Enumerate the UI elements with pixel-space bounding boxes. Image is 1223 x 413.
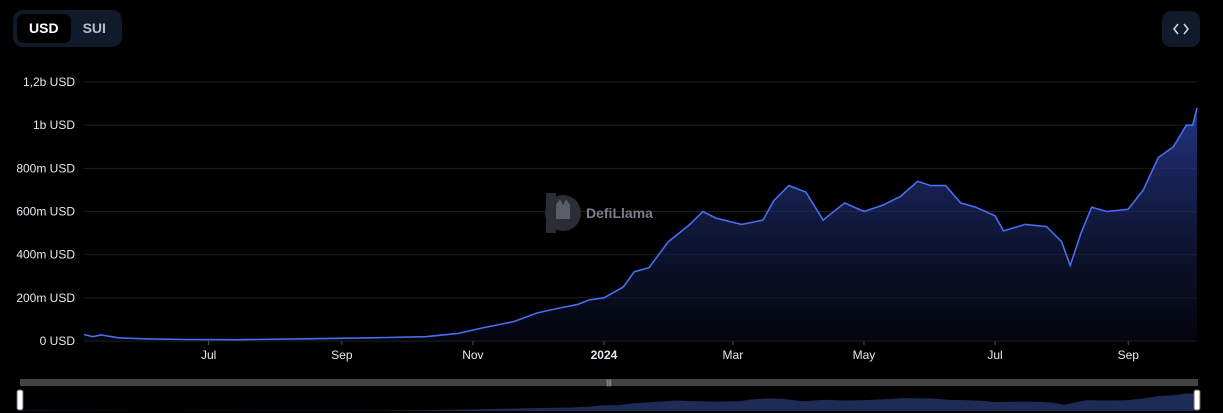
currency-toggle: USD SUI (13, 10, 122, 47)
watermark: DefiLlama (545, 193, 653, 233)
x-axis: Jul Sep Nov 2024 Mar May Jul Sep (201, 341, 1139, 362)
y-tick-label: 0 USD (40, 334, 76, 348)
x-tick-label: 2024 (591, 348, 618, 362)
slider-grip-icon: ||| (606, 380, 612, 387)
slider-right-handle[interactable] (1193, 389, 1201, 411)
series-area (84, 107, 1197, 342)
y-tick-label: 600m USD (16, 205, 75, 219)
y-tick-label: 1,2b USD (23, 75, 75, 89)
embed-button[interactable] (1162, 11, 1200, 47)
y-tick-label: 400m USD (16, 248, 75, 262)
range-slider[interactable]: ||| (16, 379, 1201, 411)
x-tick-label: Nov (462, 348, 483, 362)
x-tick-label: Mar (723, 348, 744, 362)
x-tick-label: Jul (987, 348, 1002, 362)
usd-option[interactable]: USD (17, 14, 71, 43)
y-axis: 0 USD 200m USD 400m USD 600m USD 800m USD 1b … (16, 75, 75, 348)
sui-option[interactable]: SUI (82, 20, 106, 36)
code-brackets-icon (1173, 23, 1189, 35)
x-tick-label: Sep (331, 348, 353, 362)
defillama-logo-icon (545, 193, 581, 233)
x-tick-label: Sep (1118, 348, 1140, 362)
slider-track (20, 379, 1198, 386)
slider-left-handle[interactable] (16, 389, 24, 411)
y-tick-label: 800m USD (16, 161, 75, 175)
series-line (83, 107, 1198, 341)
slider-minimap (20, 392, 1198, 411)
x-tick-label: May (853, 348, 876, 362)
watermark-text: DefiLlama (586, 205, 653, 221)
x-tick-label: Jul (201, 348, 216, 362)
y-tick-label: 1b USD (33, 118, 75, 132)
y-tick-label: 200m USD (16, 291, 75, 305)
